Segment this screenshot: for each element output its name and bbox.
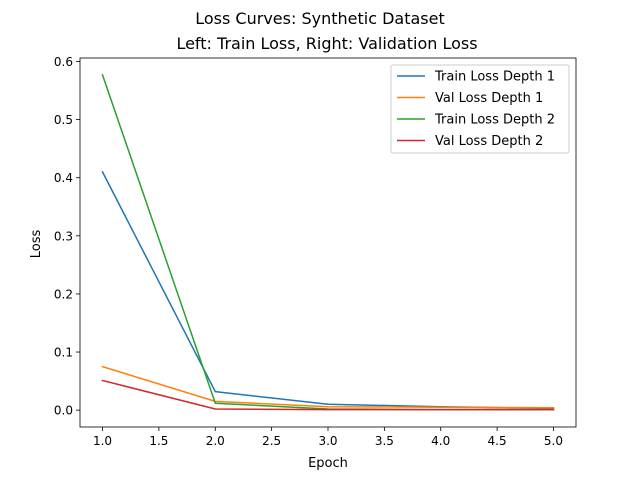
x-tick-label: 2.5 xyxy=(262,434,281,448)
legend: Train Loss Depth 1 Val Loss Depth 1 Train … xyxy=(390,64,570,154)
series-line-1 xyxy=(101,170,555,410)
series-layer xyxy=(101,73,555,411)
x-tick-label: 4.5 xyxy=(488,434,507,448)
legend-label-2: Val Loss Depth 1 xyxy=(435,91,543,106)
x-tick-label: 1.5 xyxy=(149,434,168,448)
data-point xyxy=(553,407,555,409)
x-tick-label: 3.5 xyxy=(375,434,394,448)
y-tick-label: 0.3 xyxy=(54,229,73,243)
y-axis-label: Loss xyxy=(29,230,44,259)
data-point xyxy=(102,171,104,173)
legend-frame xyxy=(390,64,570,154)
data-point xyxy=(215,402,217,404)
series-line-4 xyxy=(101,379,555,411)
y-tick-label: 0.2 xyxy=(54,287,73,301)
legend-items: Train Loss Depth 1 Val Loss Depth 1 Train … xyxy=(397,70,555,149)
y-tick-label: 0.4 xyxy=(54,171,73,185)
data-point xyxy=(215,408,217,410)
x-axis-label: Epoch xyxy=(308,456,348,471)
data-point xyxy=(102,74,104,76)
y-tick-label: 0.5 xyxy=(54,113,73,127)
y-tick-label: 0.0 xyxy=(54,404,73,418)
series-line-2 xyxy=(101,365,555,409)
data-point xyxy=(102,366,104,368)
legend-label-3: Train Loss Depth 2 xyxy=(434,113,555,128)
chart-subtitle: Left: Train Loss, Right: Validation Loss xyxy=(176,34,477,53)
data-point xyxy=(440,406,442,408)
data-point xyxy=(553,409,555,411)
y-tick-label: 0.1 xyxy=(54,346,73,360)
legend-label-1: Train Loss Depth 1 xyxy=(434,70,555,85)
legend-label-4: Val Loss Depth 2 xyxy=(435,134,543,149)
x-tick-label: 2.0 xyxy=(206,434,225,448)
ticks-layer: 1.0 1.5 2.0 2.5 3.0 3.5 4.0 4.5 5.0 0.0 0.1 0.2 0.3 0… xyxy=(54,55,563,448)
data-point xyxy=(102,380,104,382)
data-point xyxy=(327,404,329,406)
data-point xyxy=(215,391,217,393)
x-tick-label: 5.0 xyxy=(544,434,563,448)
data-point xyxy=(327,406,329,408)
data-point xyxy=(327,409,329,411)
x-tick-label: 1.0 xyxy=(93,434,112,448)
x-tick-label: 4.0 xyxy=(431,434,450,448)
x-tick-label: 3.0 xyxy=(318,434,337,448)
data-point xyxy=(440,409,442,411)
y-tick-label: 0.6 xyxy=(54,55,73,69)
chart-title: Loss Curves: Synthetic Dataset xyxy=(195,9,444,28)
